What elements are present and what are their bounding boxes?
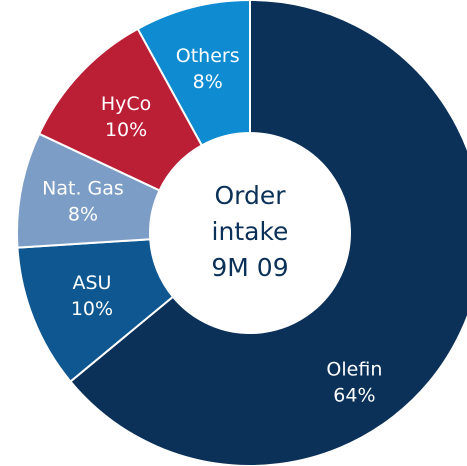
center-text: 9M 09 — [211, 253, 288, 282]
slice-value: 8% — [193, 71, 223, 93]
slice-value: 8% — [68, 204, 98, 226]
slice-value: 10% — [71, 298, 113, 320]
slice-value: 64% — [333, 385, 375, 407]
slice-label: Olefin — [326, 359, 382, 381]
center-text: intake — [212, 217, 289, 246]
slice-label: HyCo — [101, 93, 151, 115]
slice — [136, 0, 251, 147]
center-text: Order — [214, 181, 286, 210]
slice-value: 10% — [105, 119, 147, 141]
slice-label: Nat. Gas — [42, 178, 124, 200]
slice — [69, 0, 467, 466]
slice-label: Others — [176, 45, 240, 67]
slice-label: ASU — [72, 272, 111, 294]
